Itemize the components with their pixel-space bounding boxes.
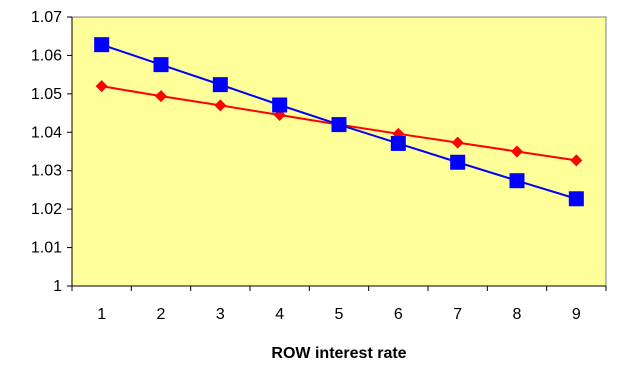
y-tick-label: 1.07 <box>31 9 62 26</box>
data-point-diamond <box>570 154 583 167</box>
x-axis-title: ROW interest rate <box>271 345 406 362</box>
data-point-diamond <box>95 80 108 93</box>
data-point-square <box>450 154 466 170</box>
data-point-square <box>94 37 110 53</box>
series-layer <box>94 37 584 207</box>
data-point-square <box>331 117 347 133</box>
data-point-square <box>153 57 169 73</box>
y-tick-label: 1.03 <box>31 163 62 180</box>
x-tick-label: 1 <box>97 306 106 323</box>
x-tick-label: 8 <box>513 306 522 323</box>
y-tick-marks <box>67 16 607 291</box>
x-tick-label: 6 <box>394 306 403 323</box>
x-tick-label: 4 <box>275 306 284 323</box>
data-point-diamond <box>214 99 227 112</box>
data-point-diamond <box>511 145 523 158</box>
data-point-diamond <box>155 90 167 103</box>
x-tick-label: 5 <box>335 306 344 323</box>
x-tick-label: 9 <box>572 306 581 323</box>
data-point-square <box>509 173 525 189</box>
x-tick-label: 3 <box>216 306 225 323</box>
x-tick-label: 7 <box>453 306 462 323</box>
data-point-diamond <box>451 136 464 149</box>
y-tick-labels: 1 1.01 1.02 1.03 1.04 1.05 1.06 1.07 <box>31 9 62 295</box>
y-tick-label: 1.02 <box>31 201 62 218</box>
y-tick-label: 1 <box>53 278 62 295</box>
y-tick-label: 1.05 <box>31 86 62 103</box>
plot-area <box>71 16 607 287</box>
data-point-square <box>390 135 406 151</box>
y-tick-label: 1.01 <box>31 240 62 257</box>
data-point-square <box>272 97 288 113</box>
data-point-square <box>212 77 228 93</box>
series-square-0 <box>94 37 584 207</box>
x-tick-label: 2 <box>157 306 166 323</box>
y-tick-label: 1.06 <box>31 47 62 64</box>
data-point-square <box>568 191 584 207</box>
y-tick-label: 1.04 <box>31 124 62 141</box>
x-tick-labels: 1 2 3 4 5 6 7 8 9 <box>97 306 581 323</box>
